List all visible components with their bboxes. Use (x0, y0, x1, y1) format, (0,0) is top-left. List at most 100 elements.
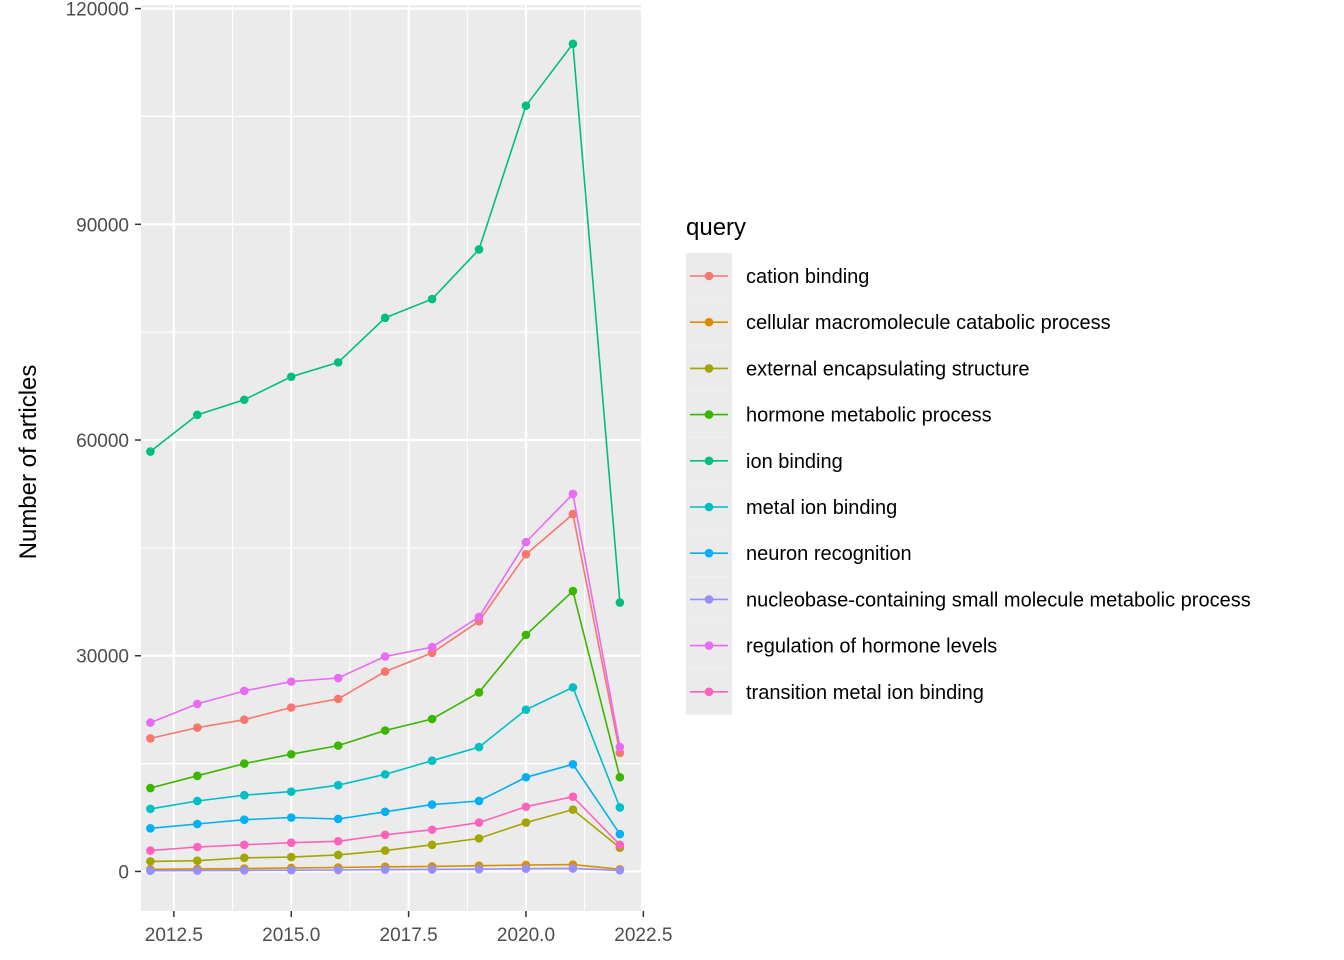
data-point (615, 772, 625, 782)
data-point (333, 673, 343, 683)
legend-item: neuron recognition (686, 530, 912, 577)
data-point (427, 840, 437, 850)
legend-item: cation binding (686, 253, 869, 299)
data-point (568, 792, 578, 801)
data-point (333, 741, 343, 750)
data-point (286, 677, 296, 686)
y-tick-label: 90000 (76, 215, 129, 236)
data-point (239, 759, 249, 768)
data-point (193, 410, 202, 420)
data-point (380, 313, 390, 323)
legend-label: hormone metabolic process (746, 405, 992, 427)
data-point (146, 804, 155, 814)
data-point (615, 803, 625, 812)
data-point (427, 865, 437, 874)
data-point (474, 612, 484, 622)
major-gridlines (141, 5, 641, 911)
data-point (380, 830, 390, 840)
legend-key-point (704, 456, 714, 466)
legend-key-point (704, 641, 714, 650)
data-point (615, 840, 625, 850)
data-point (568, 586, 578, 596)
legend-label: cation binding (746, 266, 869, 288)
data-point (193, 866, 202, 875)
data-point (427, 756, 437, 766)
data-point (333, 865, 343, 875)
data-point (146, 824, 155, 833)
data-point (146, 783, 155, 793)
data-point (615, 742, 625, 752)
data-point (427, 714, 437, 724)
legend-key-point (704, 271, 714, 281)
data-point (380, 667, 390, 676)
data-point (146, 447, 155, 456)
series-regulation-of-hormone-levels (146, 489, 625, 752)
legend-item: transition metal ion binding (686, 668, 984, 715)
data-point (474, 245, 484, 254)
data-point (474, 818, 484, 827)
data-point (239, 790, 249, 800)
legend-title: query (686, 214, 746, 241)
y-tick-label: 60000 (76, 431, 129, 452)
legend-item: external encapsulating structure (686, 345, 1030, 392)
x-tick-label: 2022.5 (614, 925, 672, 946)
data-point (521, 550, 531, 559)
data-point (239, 866, 249, 875)
series-metal-ion-binding (146, 683, 625, 814)
series-external-encapsulating-structure (146, 805, 625, 866)
data-point (286, 838, 296, 847)
data-point (146, 846, 155, 855)
data-point (521, 772, 531, 782)
data-point (286, 703, 296, 712)
data-point (615, 598, 625, 607)
data-point (427, 800, 437, 809)
legend-item: regulation of hormone levels (686, 622, 997, 669)
y-axis: 0 30000 60000 90000 120000 (66, 0, 141, 883)
y-axis-title: Number of articles (15, 365, 42, 560)
data-point (380, 726, 390, 735)
data-point (521, 630, 531, 640)
data-point (474, 742, 484, 752)
data-point (286, 852, 296, 862)
data-point (286, 787, 296, 796)
legend-key-point (704, 548, 714, 558)
legend-key-point (704, 595, 714, 604)
data-point (474, 688, 484, 697)
data-point (239, 395, 249, 405)
data-point (193, 771, 202, 781)
data-point (427, 642, 437, 652)
data-point (193, 842, 202, 852)
x-tick-label: 2020.0 (497, 925, 555, 946)
panel-background (141, 5, 641, 911)
data-point (333, 836, 343, 846)
series-nucleobase-containing-small-molecule-metabolic-process (146, 864, 625, 876)
legend-key-point (704, 687, 714, 697)
data-point (146, 866, 155, 876)
legend-label: metal ion binding (746, 497, 897, 519)
series-ion-binding (146, 39, 625, 607)
data-point (521, 705, 531, 714)
legend-key-point (704, 317, 714, 327)
legend-item: hormone metabolic process (686, 391, 992, 438)
data-point (521, 537, 531, 547)
x-tick-label: 2015.0 (262, 925, 320, 946)
data-point (568, 489, 578, 499)
data-point (380, 807, 390, 817)
data-point (286, 749, 296, 759)
minor-gridlines (141, 5, 641, 911)
data-point (193, 796, 202, 806)
data-point (568, 39, 578, 49)
data-point (615, 866, 625, 875)
legend-item: metal ion binding (686, 484, 897, 530)
data-point (193, 699, 202, 709)
data-point (427, 294, 437, 304)
legend: cation binding cellular macromolecule cat… (686, 253, 1251, 715)
legend-key-point (704, 364, 714, 373)
data-point (146, 734, 155, 743)
data-point (521, 818, 531, 827)
y-tick-label: 30000 (76, 647, 129, 668)
data-point (474, 834, 484, 843)
legend-item: cellular macromolecule catabolic process (686, 299, 1111, 346)
y-tick-label: 0 (118, 862, 129, 883)
